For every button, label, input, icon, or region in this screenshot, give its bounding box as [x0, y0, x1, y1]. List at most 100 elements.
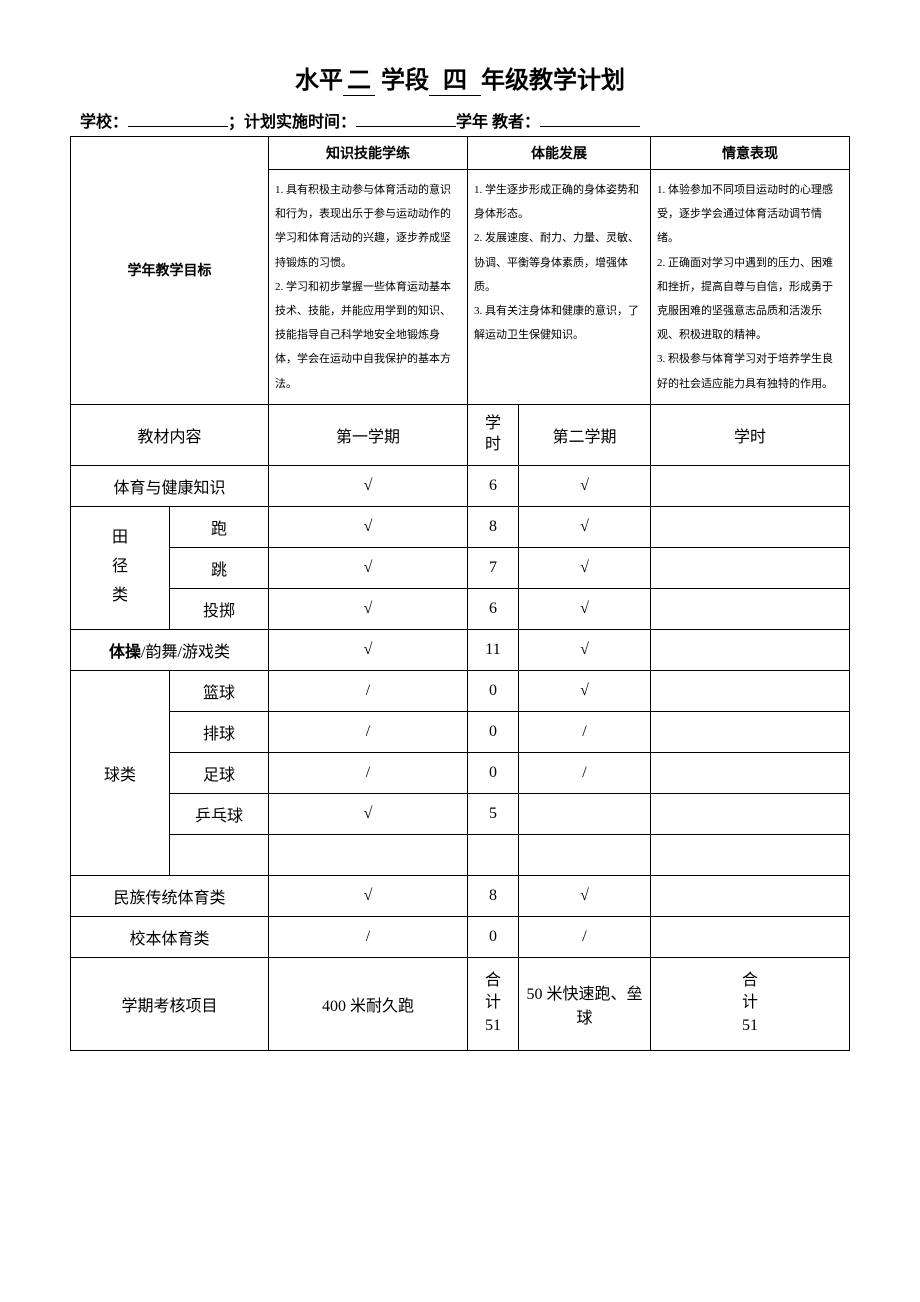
r1-s2: √ — [519, 506, 651, 547]
r10-h2 — [651, 875, 850, 916]
exam-label: 学期考核项目 — [71, 957, 269, 1050]
title-prefix: 水平 — [295, 68, 343, 94]
r11-h2 — [651, 916, 850, 957]
table-row: 跳 √ 7 √ — [71, 547, 850, 588]
r2-h2 — [651, 547, 850, 588]
r4-h2 — [651, 629, 850, 670]
goal-h1: 体能发展 — [468, 137, 651, 170]
sub-line: 学校： ；计划实施时间： 学年 教者： — [70, 108, 850, 132]
r2-s1: √ — [269, 547, 468, 588]
goal-c0: 1. 具有积极主动参与体育活动的意识和行为，表现出乐于参与运动动作的学习和体育活… — [269, 170, 468, 405]
table-row: 田径类 跑 √ 8 √ — [71, 506, 850, 547]
table-row: 投掷 √ 6 √ — [71, 588, 850, 629]
r8-s2 — [519, 793, 651, 834]
r11-h1: 0 — [468, 916, 519, 957]
r3-h1: 6 — [468, 588, 519, 629]
ch-c2: 学时 — [468, 404, 519, 465]
r9-h2 — [651, 834, 850, 875]
plan-label: ；计划实施时间： — [228, 114, 356, 131]
r5-h2 — [651, 670, 850, 711]
r4-s1: √ — [269, 629, 468, 670]
r2-b: 跳 — [170, 547, 269, 588]
table-row: 排球 / 0 / — [71, 711, 850, 752]
r8-s1: √ — [269, 793, 468, 834]
teacher-blank — [540, 110, 640, 127]
r6-s2: / — [519, 711, 651, 752]
year-label: 学年 教者： — [456, 114, 540, 131]
r9-s1 — [269, 834, 468, 875]
school-label: 学校： — [80, 114, 128, 131]
r4-rest: /韵舞/游戏类 — [141, 644, 230, 661]
r3-s2: √ — [519, 588, 651, 629]
ch-c3: 第二学期 — [519, 404, 651, 465]
r2-h1: 7 — [468, 547, 519, 588]
r10-s2: √ — [519, 875, 651, 916]
goal-row-label: 学年教学目标 — [71, 137, 269, 405]
r5-h1: 0 — [468, 670, 519, 711]
r11-a: 校本体育类 — [71, 916, 269, 957]
exam-row: 学期考核项目 400 米耐久跑 合计51 50 米快速跑、垒球 合计51 — [71, 957, 850, 1050]
r11-s1: / — [269, 916, 468, 957]
r8-h2 — [651, 793, 850, 834]
r10-a: 民族传统体育类 — [71, 875, 269, 916]
content-header-row: 教材内容 第一学期 学时 第二学期 学时 — [71, 404, 850, 465]
r7-s2: / — [519, 752, 651, 793]
r0-h2 — [651, 465, 850, 506]
time-blank — [356, 110, 456, 127]
title-mid: 学段 — [381, 68, 429, 94]
ch-c0: 教材内容 — [71, 404, 269, 465]
r3-s1: √ — [269, 588, 468, 629]
r6-s1: / — [269, 711, 468, 752]
r7-h2 — [651, 752, 850, 793]
r5-a: 球类 — [71, 670, 170, 875]
table-row: 体育与健康知识 √ 6 √ — [71, 465, 850, 506]
title-suffix: 年级教学计划 — [481, 68, 625, 94]
r9-b — [170, 834, 269, 875]
exam-h1: 合计51 — [468, 957, 519, 1050]
table-row: 民族传统体育类 √ 8 √ — [71, 875, 850, 916]
table-row: 球类 篮球 / 0 √ — [71, 670, 850, 711]
r9-h1 — [468, 834, 519, 875]
goal-c1: 1. 学生逐步形成正确的身体姿势和身体形态。2. 发展速度、耐力、力量、灵敏、协… — [468, 170, 651, 405]
r2-s2: √ — [519, 547, 651, 588]
r1-a: 田径类 — [71, 506, 170, 629]
r8-b: 乒乓球 — [170, 793, 269, 834]
r0-a: 体育与健康知识 — [71, 465, 269, 506]
goal-c2: 1. 体验参加不同项目运动时的心理感受，逐步学会通过体育活动调节情绪。2. 正确… — [651, 170, 850, 405]
r5-s1: / — [269, 670, 468, 711]
r4-h1: 11 — [468, 629, 519, 670]
table-row: 足球 / 0 / — [71, 752, 850, 793]
title-level: 二 — [343, 60, 375, 96]
r3-b: 投掷 — [170, 588, 269, 629]
school-blank — [128, 110, 228, 127]
r1-h2 — [651, 506, 850, 547]
exam-s1: 400 米耐久跑 — [269, 957, 468, 1050]
r7-s1: / — [269, 752, 468, 793]
r7-b: 足球 — [170, 752, 269, 793]
r0-s1: √ — [269, 465, 468, 506]
r9-s2 — [519, 834, 651, 875]
table-row — [71, 834, 850, 875]
r6-h1: 0 — [468, 711, 519, 752]
r1-s1: √ — [269, 506, 468, 547]
r10-h1: 8 — [468, 875, 519, 916]
r10-s1: √ — [269, 875, 468, 916]
goal-h0: 知识技能学练 — [269, 137, 468, 170]
r3-h2 — [651, 588, 850, 629]
ch-c4: 学时 — [651, 404, 850, 465]
r4-s2: √ — [519, 629, 651, 670]
table-row: 校本体育类 / 0 / — [71, 916, 850, 957]
r8-h1: 5 — [468, 793, 519, 834]
r5-s2: √ — [519, 670, 651, 711]
r6-b: 排球 — [170, 711, 269, 752]
r4-a: 体操/韵舞/游戏类 — [71, 629, 269, 670]
ch-c1: 第一学期 — [269, 404, 468, 465]
page-title: 水平二 学段四年级教学计划 — [70, 60, 850, 96]
table-row: 乒乓球 √ 5 — [71, 793, 850, 834]
r0-s2: √ — [519, 465, 651, 506]
r5-b: 篮球 — [170, 670, 269, 711]
plan-table: 学年教学目标 知识技能学练 体能发展 情意表现 1. 具有积极主动参与体育活动的… — [70, 136, 850, 1051]
r1-b: 跑 — [170, 506, 269, 547]
r1-h1: 8 — [468, 506, 519, 547]
goal-header-row: 学年教学目标 知识技能学练 体能发展 情意表现 — [71, 137, 850, 170]
